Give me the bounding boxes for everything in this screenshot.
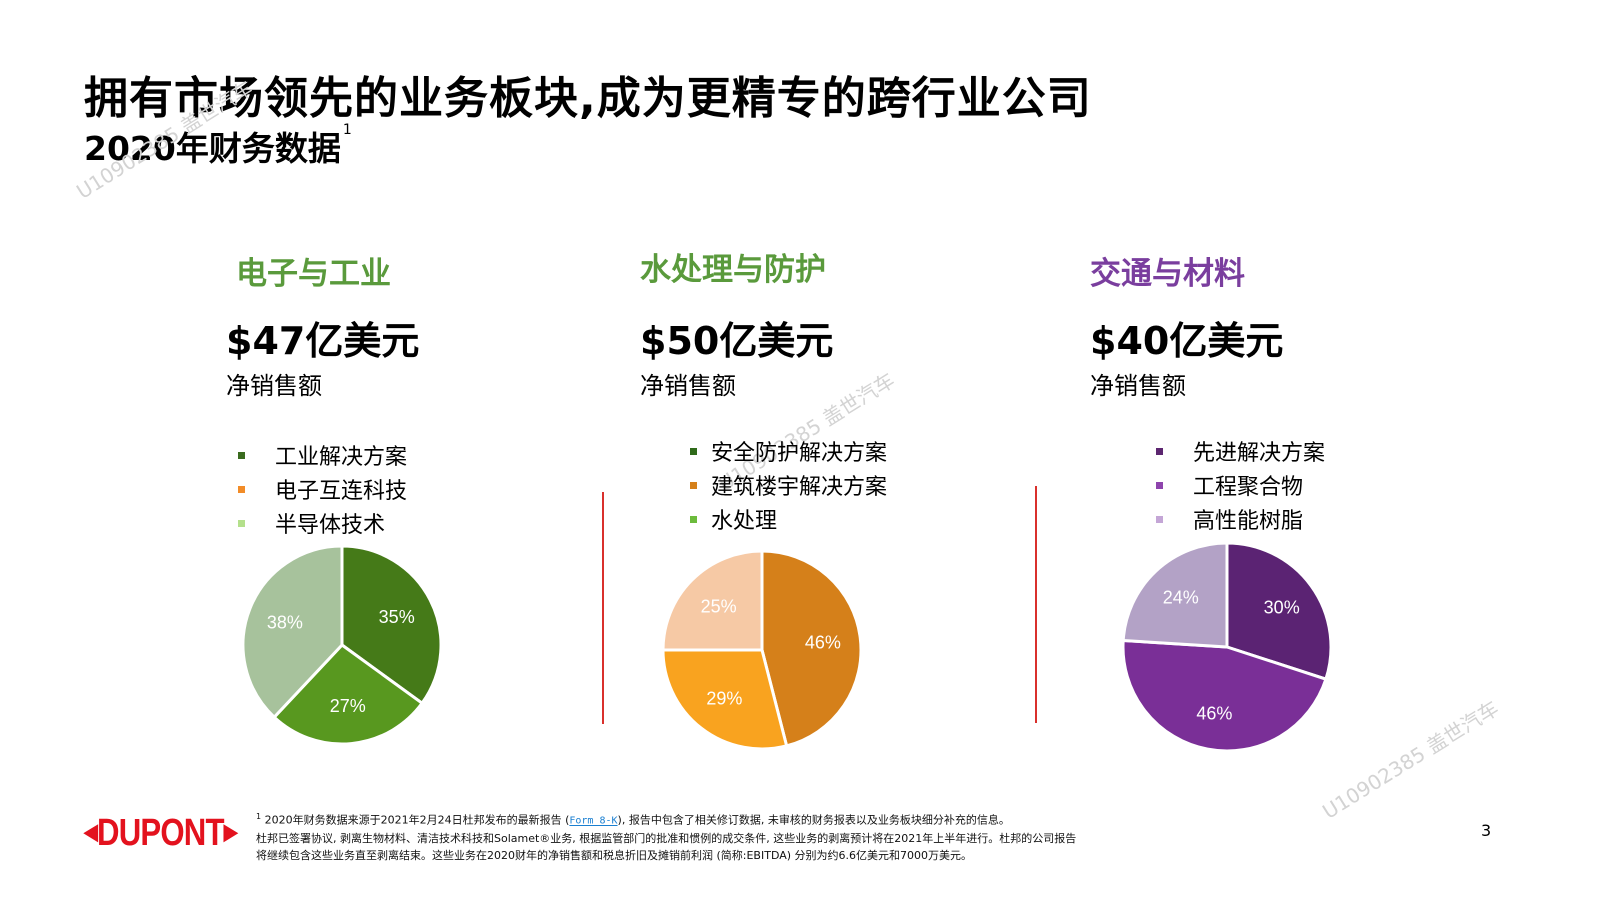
pie-slice-label: 24% (1163, 588, 1199, 608)
footnote-line-2: 杜邦已签署协议, 剥离生物材料、清洁技术科技和Solamet®业务, 根据监管部… (256, 831, 1077, 845)
pie-slice (1121, 638, 1328, 753)
footnote: 1 2020年财务数据来源于2021年2月24日杜邦发布的最新报告 (Form … (256, 808, 1256, 864)
footnote-line-1: 1 2020年财务数据来源于2021年2月24日杜邦发布的最新报告 (Form … (256, 808, 1256, 830)
pie-slice (661, 648, 789, 751)
legend-item: 电子互连科技 (238, 472, 407, 506)
legend-swatch (1156, 515, 1163, 523)
legend-label: 工业解决方案 (275, 445, 408, 470)
segment-net-sales-value: $50亿美元 (640, 319, 834, 363)
segment-name: 水处理与防护 (640, 252, 826, 288)
segment-metric-label: 净销售额 (1090, 372, 1186, 400)
footnote-marker: 1 (256, 812, 262, 821)
legend-item: 水处理 (690, 502, 887, 536)
pie-slice-label: 25% (701, 597, 737, 617)
legend-swatch (1156, 481, 1163, 489)
legend-label: 先进解决方案 (1193, 441, 1326, 466)
segment-legend: 先进解决方案 工程聚合物 高性能树脂 (1156, 434, 1325, 536)
legend-label: 半导体技术 (275, 513, 386, 538)
legend-label: 建筑楼宇解决方案 (711, 475, 888, 500)
legend-item: 高性能树脂 (1156, 502, 1325, 536)
pie-chart-mobility-materials: 30% 46% 24% (1121, 541, 1333, 753)
segment-name: 电子与工业 (236, 256, 391, 292)
legend-item: 工程聚合物 (1156, 468, 1325, 502)
pie-slice (241, 544, 344, 720)
legend-swatch (238, 485, 245, 493)
legend-label: 水处理 (711, 509, 778, 534)
pie-chart-water-protection: 46% 29% 25% (661, 549, 863, 751)
segment-electronics-industrial: 电子与工业 $47亿美元 净销售额 工业解决方案 电子互连科技 半导体技术 (226, 248, 606, 768)
legend-item: 先进解决方案 (1156, 434, 1325, 468)
subtitle-text: 2020年财务数据 (84, 129, 341, 168)
pie-slice (760, 549, 863, 748)
footnote-line-3: 将继续包含这些业务直至剥离结束。这些业务在2020财年的净销售额和税息折旧及摊销… (256, 848, 973, 862)
pie-slice (340, 544, 443, 706)
page-title: 拥有市场领先的业务板块,成为更精专的跨行业公司 (84, 73, 1092, 124)
legend-swatch (690, 447, 697, 455)
pie-slice-label: 29% (706, 688, 742, 708)
legend-label: 安全防护解决方案 (711, 441, 888, 466)
logo-right-mark: ▶ (223, 819, 238, 844)
footnote-text: ), 报告中包含了相关修订数据, 未审核的财务报表以及业务板块细分补充的信息。 (617, 813, 1010, 827)
column-divider (602, 492, 604, 724)
pie-slice-label: 30% (1264, 597, 1300, 617)
dupont-logo: ◀DUPONT▶ (84, 812, 238, 855)
page-subtitle: 2020年财务数据 1 (84, 122, 352, 170)
legend-label: 工程聚合物 (1193, 475, 1304, 500)
logo-left-mark: ◀ (84, 819, 98, 844)
legend-swatch (1156, 447, 1163, 455)
logo-text: DUPONT (97, 812, 224, 854)
legend-swatch (690, 481, 697, 489)
legend-swatch (238, 519, 245, 527)
legend-swatch (690, 515, 697, 523)
legend-item: 工业解决方案 (238, 438, 407, 472)
segment-name: 交通与材料 (1090, 256, 1245, 292)
pie-slice-label: 35% (379, 607, 415, 627)
segment-legend: 工业解决方案 电子互连科技 半导体技术 (238, 438, 407, 540)
legend-swatch (238, 451, 245, 459)
pie-slice-label: 46% (1196, 703, 1232, 723)
legend-label: 高性能树脂 (1193, 509, 1304, 534)
legend-label: 电子互连科技 (275, 479, 408, 504)
segment-water-protection: 水处理与防护 $50亿美元 净销售额 安全防护解决方案 建筑楼宇解决方案 水处理 (640, 248, 1020, 768)
footnote-text: 2020年财务数据来源于2021年2月24日杜邦发布的最新报告 ( (264, 813, 570, 827)
segment-net-sales-value: $47亿美元 (226, 319, 420, 363)
legend-item: 建筑楼宇解决方案 (690, 468, 887, 502)
legend-item: 安全防护解决方案 (690, 434, 887, 468)
pie-slice-label: 38% (267, 612, 303, 632)
pie-chart-electronics-industrial: 35% 27% 38% (241, 544, 443, 746)
pie-slice (1121, 541, 1229, 649)
column-divider (1035, 486, 1037, 723)
pie-slice (661, 549, 764, 652)
pie-slice-label: 46% (805, 632, 841, 652)
form-8k-link[interactable]: Form 8-K (569, 815, 618, 827)
segment-net-sales-value: $40亿美元 (1090, 319, 1284, 363)
segment-legend: 安全防护解决方案 建筑楼宇解决方案 水处理 (690, 434, 887, 536)
page-number: 3 (1481, 821, 1492, 840)
pie-slice-label: 27% (330, 696, 366, 716)
pie-slice (1225, 541, 1333, 682)
pie-slice (272, 643, 425, 746)
footnote-marker: 1 (342, 122, 352, 138)
segment-metric-label: 净销售额 (226, 372, 322, 400)
legend-item: 半导体技术 (238, 506, 407, 540)
segment-mobility-materials: 交通与材料 $40亿美元 净销售额 先进解决方案 工程聚合物 高性能树脂 (1090, 248, 1470, 768)
segment-metric-label: 净销售额 (640, 372, 736, 400)
